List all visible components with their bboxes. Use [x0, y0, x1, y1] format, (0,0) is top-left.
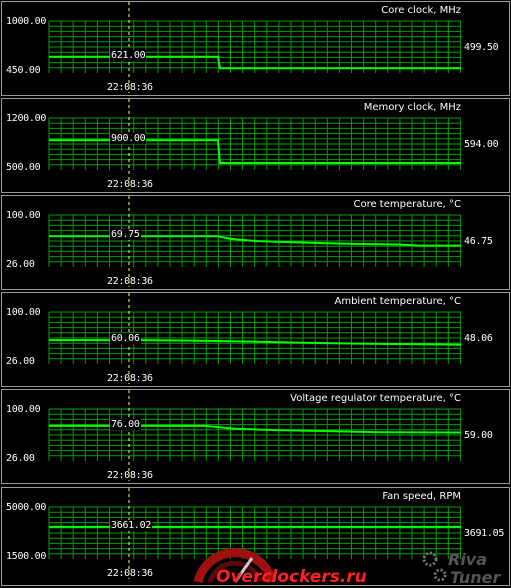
cursor-value-label: 69.75	[110, 229, 141, 241]
cursor-time-label: 22:08:36	[107, 82, 153, 93]
svg-text:Riva: Riva	[448, 550, 487, 569]
panel-title: Fan speed, RPM	[382, 491, 461, 502]
cursor-value-label: 60.06	[110, 333, 141, 345]
graph-plot	[48, 488, 461, 579]
graph-plot	[48, 390, 462, 481]
panel-title: Voltage regulator temperature, °C	[290, 393, 461, 404]
cursor-value-label: 900.00	[110, 133, 147, 145]
panel-title: Memory clock, MHz	[363, 102, 461, 113]
cursor-value-label: 3661.02	[110, 519, 153, 531]
y-axis-min-label: 450.00	[6, 65, 41, 76]
series-line	[49, 424, 462, 434]
panel-title: Core clock, MHz	[381, 5, 461, 16]
cursor-time-label: 22:08:36	[107, 373, 153, 384]
cursor-time-label: 22:08:36	[107, 179, 153, 190]
y-axis-max-label: 5000.00	[6, 502, 47, 513]
y-axis-max-label: 1200.00	[6, 113, 47, 124]
current-value-label: 594.00	[464, 139, 499, 150]
series-line	[49, 235, 461, 247]
monitor-panel: Core temperature, °C 100.00 26.00 46.75 22:0…	[1, 195, 510, 290]
monitor-panel: Fan speed, RPM 5000.00 1500.00 3691.05 22:08…	[1, 487, 510, 586]
overclockers-logo-text: Overclockers.ru	[216, 567, 367, 586]
current-value-label: 3691.05	[464, 528, 505, 539]
svg-text:Tuner: Tuner	[450, 568, 501, 587]
y-axis-min-label: 26.00	[6, 356, 35, 367]
monitor-panel: Ambient temperature, °C 100.00 26.00 48.06 2…	[1, 292, 510, 387]
cursor-time-label: 22:08:36	[107, 568, 153, 579]
current-value-label: 48.06	[464, 333, 493, 344]
y-axis-min-label: 26.00	[6, 259, 35, 270]
current-value-label: 59.00	[464, 430, 493, 441]
monitor-panel: Core clock, MHz 1000.00 450.00 499.50 22:08:…	[1, 1, 510, 96]
y-axis-max-label: 100.00	[6, 210, 41, 221]
y-axis-min-label: 500.00	[6, 162, 41, 173]
cursor-value-label: 621.00	[110, 49, 147, 61]
y-axis-max-label: 100.00	[6, 404, 41, 415]
panel-title: Core temperature, °C	[353, 199, 461, 210]
y-axis-max-label: 100.00	[6, 307, 41, 318]
y-axis-min-label: 26.00	[6, 453, 35, 464]
monitor-panel: Voltage regulator temperature, °C 100.00 2…	[1, 389, 510, 484]
overclockers-logo: Overclockers.ru	[193, 548, 367, 586]
current-value-label: 499.50	[464, 42, 499, 53]
monitor-panel: Memory clock, MHz 1200.00 500.00 594.00 22:0…	[1, 98, 510, 193]
cursor-value-label: 76.00	[110, 418, 141, 430]
panel-title: Ambient temperature, °C	[334, 296, 462, 307]
series-line	[49, 339, 462, 346]
graph-plot	[48, 196, 461, 287]
current-value-label: 46.75	[464, 236, 493, 247]
graph-plot	[48, 293, 462, 384]
cursor-time-label: 22:08:36	[107, 470, 153, 481]
cursor-time-label: 22:08:36	[107, 276, 153, 287]
y-axis-min-label: 1500.00	[6, 551, 47, 562]
y-axis-max-label: 1000.00	[6, 16, 47, 27]
graph-plot	[48, 2, 461, 93]
rivatuner-logo: Riva Tuner	[422, 550, 501, 587]
